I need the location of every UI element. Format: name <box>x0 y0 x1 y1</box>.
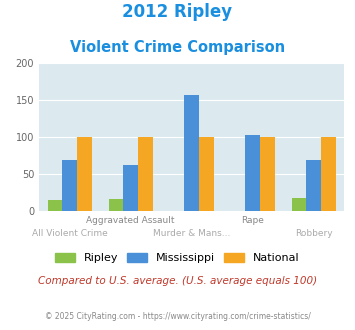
Bar <box>306 160 321 211</box>
Text: All Violent Crime: All Violent Crime <box>32 229 108 238</box>
Text: Violent Crime Comparison: Violent Crime Comparison <box>70 40 285 54</box>
Text: Aggravated Assault: Aggravated Assault <box>86 216 175 225</box>
Text: Murder & Mans...: Murder & Mans... <box>153 229 230 238</box>
Bar <box>123 165 138 211</box>
Bar <box>184 95 199 211</box>
Text: Compared to U.S. average. (U.S. average equals 100): Compared to U.S. average. (U.S. average … <box>38 276 317 285</box>
Legend: Ripley, Mississippi, National: Ripley, Mississippi, National <box>51 248 304 268</box>
Bar <box>199 137 214 211</box>
Bar <box>260 137 275 211</box>
Bar <box>77 137 92 211</box>
Bar <box>48 200 62 211</box>
Bar <box>321 137 336 211</box>
Bar <box>62 160 77 211</box>
Bar <box>109 199 123 211</box>
Bar <box>138 137 153 211</box>
Bar <box>245 135 260 211</box>
Text: © 2025 CityRating.com - https://www.cityrating.com/crime-statistics/: © 2025 CityRating.com - https://www.city… <box>45 312 310 321</box>
Text: 2012 Ripley: 2012 Ripley <box>122 3 233 21</box>
Text: Rape: Rape <box>241 216 264 225</box>
Bar <box>292 198 306 211</box>
Text: Robbery: Robbery <box>295 229 333 238</box>
